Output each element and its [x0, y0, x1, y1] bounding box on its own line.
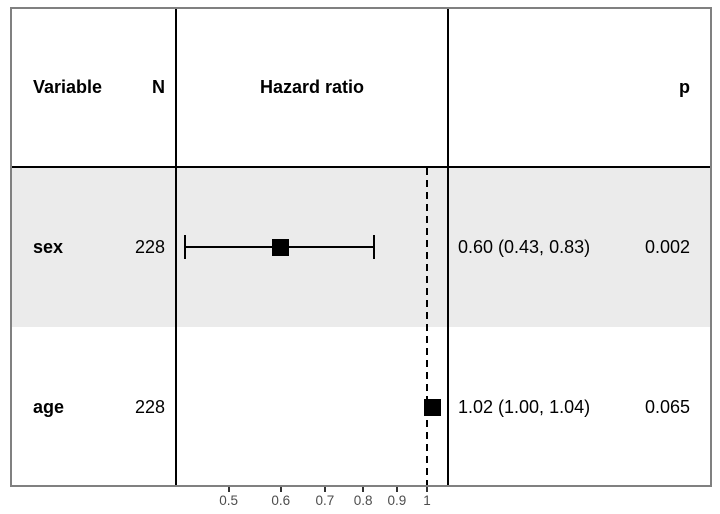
x-axis-tick — [395, 487, 398, 492]
row-label-age: age — [33, 396, 65, 417]
x-axis-tick — [323, 487, 326, 492]
x-axis: 0.5 0.6 0.7 0.8 0.9 1 — [10, 487, 712, 514]
reference-line — [426, 168, 429, 487]
point-estimate-marker — [272, 238, 290, 256]
row-n-age: 228 — [134, 396, 165, 417]
x-axis-tick — [362, 487, 365, 492]
header-n: N — [152, 76, 165, 97]
x-axis-tick — [227, 487, 230, 492]
column-divider-left — [175, 7, 177, 487]
x-axis-tick-label: 0.9 — [387, 493, 407, 508]
x-axis-tick — [426, 487, 429, 492]
column-divider-right — [447, 7, 449, 487]
point-estimate-marker — [424, 398, 442, 416]
row-n-sex: 228 — [134, 237, 165, 257]
row-p-value-sex: 0.002 — [644, 237, 690, 257]
x-axis-tick-label: 0.5 — [219, 493, 239, 508]
header-hazard-ratio: Hazard ratio — [259, 76, 365, 97]
ci-whisker-cap — [372, 235, 375, 259]
ci-whisker-cap — [184, 235, 187, 259]
header-variable: Variable — [33, 76, 103, 97]
row-p-value-age: 0.065 — [644, 396, 690, 417]
x-axis-tick-label: 1 — [423, 493, 431, 508]
x-axis-tick-label: 0.7 — [315, 493, 335, 508]
row-label-sex: sex — [33, 237, 64, 257]
row-ci-text-sex: 0.60 (0.43, 0.83) — [458, 237, 591, 257]
x-axis-tick-label: 0.8 — [353, 493, 373, 508]
row-ci-text-age: 1.02 (1.00, 1.04) — [458, 396, 591, 417]
plot-panel: Variable N Hazard ratio p sex 228 0.60 (… — [10, 7, 712, 487]
x-axis-tick — [279, 487, 282, 492]
x-axis-tick-label: 0.6 — [271, 493, 291, 508]
header-divider-line — [10, 166, 712, 168]
header-p: p — [679, 76, 690, 97]
